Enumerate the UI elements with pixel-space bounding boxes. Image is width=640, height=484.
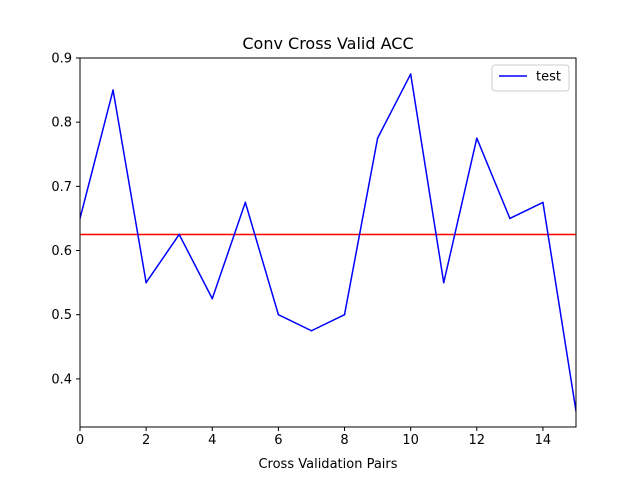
data-point-0-14 (542, 201, 544, 204)
legend-box (491, 64, 570, 92)
y-tick-label-3: 0.7 (51, 180, 72, 195)
data-point-0-5 (244, 201, 247, 204)
data-point-0-9 (376, 137, 379, 140)
x-tick-label-2: 4 (208, 433, 216, 448)
series-line-0 (80, 73, 576, 412)
data-point-0-2 (145, 281, 147, 284)
data-point-0-12 (476, 137, 478, 140)
x-tick-label-6: 12 (469, 433, 486, 448)
data-point-0-8 (343, 313, 346, 316)
axes-frame (79, 57, 577, 428)
x-tick-label-5: 10 (402, 433, 419, 448)
data-point-0-7 (310, 329, 313, 332)
plot-area: 0 2 4 6 8 10 12 14 0.4 0.5 0.6 0.7 0.8 0.9 test (51, 52, 577, 448)
y-tick-label-2: 0.6 (51, 244, 72, 259)
x-tick-label-4: 8 (340, 433, 348, 448)
y-tick-label-1: 0.5 (51, 308, 72, 323)
data-point-0-1 (112, 89, 114, 91)
data-point-0-13 (509, 217, 511, 220)
data-point-0-6 (277, 313, 280, 316)
x-tick-label-3: 6 (274, 433, 282, 448)
data-point-0-11 (442, 281, 445, 284)
y-tick-label-5: 0.9 (51, 52, 72, 67)
x-axis-label: Cross Validation Pairs (258, 457, 397, 472)
data-point-0-10 (409, 73, 412, 75)
legend-label-0: test (536, 70, 561, 85)
legend: test (491, 64, 570, 92)
x-tick-label-7: 14 (535, 433, 552, 448)
x-tick-label-1: 2 (142, 433, 150, 448)
data-point-0-3 (178, 233, 180, 236)
y-tick-label-0: 0.4 (51, 372, 72, 387)
chart-title: Conv Cross Valid ACC (242, 34, 413, 53)
y-tick-label-4: 0.8 (51, 116, 72, 131)
data-point-0-4 (211, 297, 214, 300)
x-tick-label-0: 0 (76, 433, 84, 448)
